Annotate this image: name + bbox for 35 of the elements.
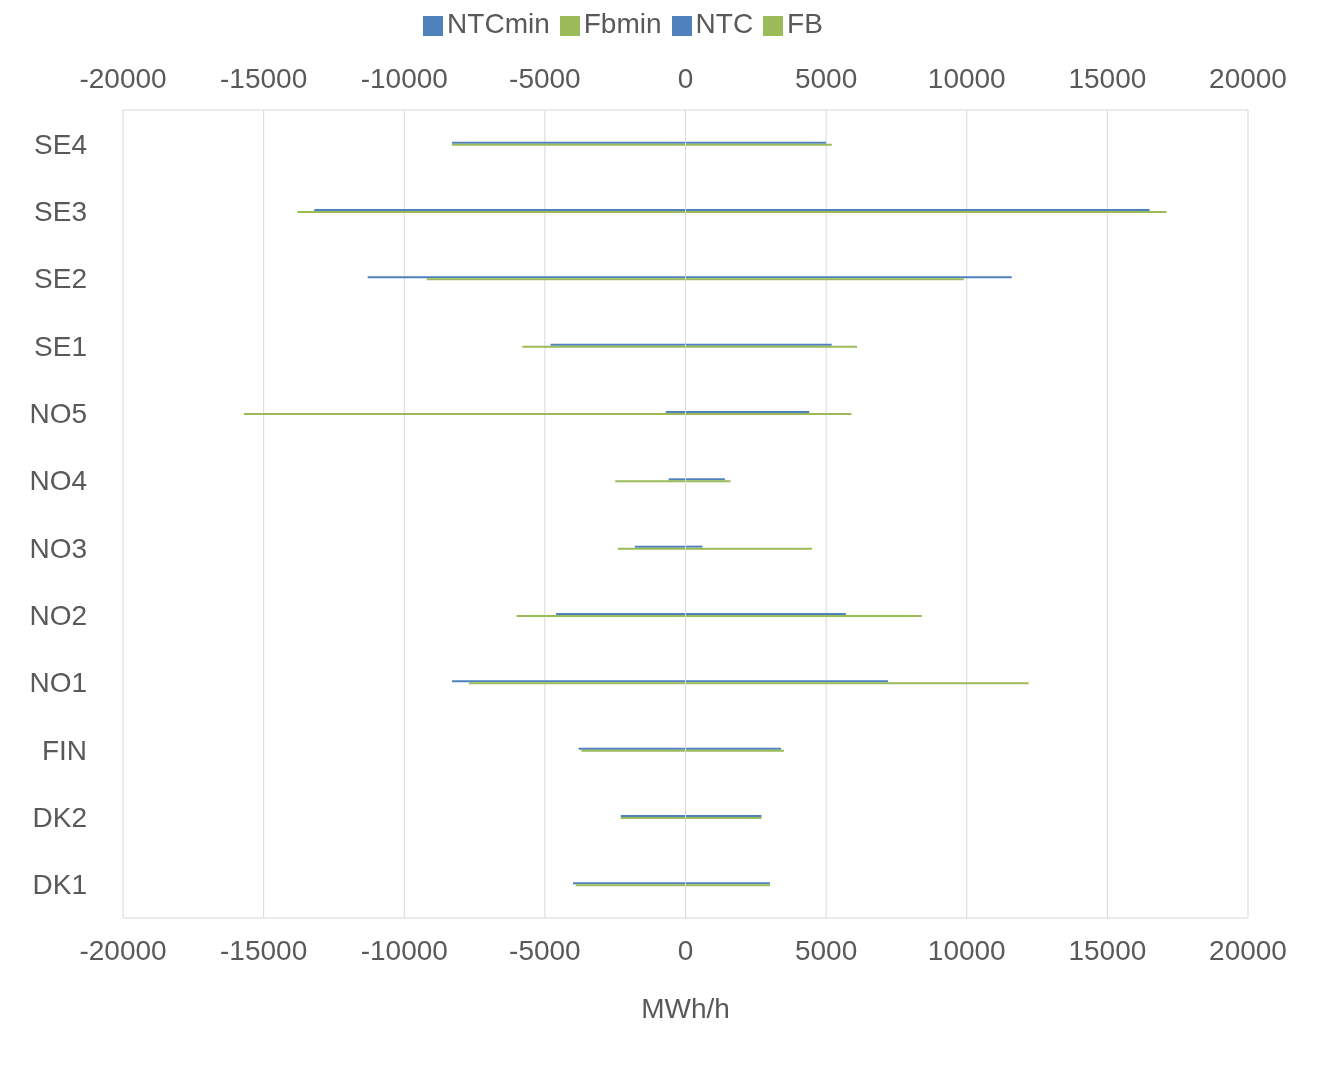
- y-tick-label: NO4: [29, 465, 87, 497]
- y-tick-label: NO5: [29, 397, 87, 429]
- x-tick-label: -10000: [360, 934, 448, 966]
- y-tick-label: DK2: [32, 801, 87, 833]
- y-tick-label: SE1: [34, 330, 87, 362]
- y-tick-label: NO3: [29, 532, 87, 564]
- x2-tick-label: -10000: [360, 63, 448, 94]
- x2-tick-label: -5000: [509, 63, 581, 94]
- x2-tick-label: 15000: [1068, 63, 1147, 94]
- legend-label: Fbmin: [583, 8, 662, 39]
- x-tick-label: -15000: [220, 934, 308, 966]
- x2-tick-label: 5000: [794, 63, 858, 94]
- y-tick-label: SE3: [34, 195, 87, 227]
- legend-label: FB: [787, 8, 823, 39]
- x-tick-label: 5000: [794, 934, 858, 966]
- legend-label: NTCmin: [447, 8, 550, 39]
- x-tick-label: -5000: [509, 934, 581, 966]
- x2-tick-label: 20000: [1209, 63, 1287, 94]
- y-tick-label: SE2: [34, 263, 87, 295]
- x2-tick-label: 0: [677, 63, 694, 94]
- x-tick-label: 20000: [1209, 934, 1287, 966]
- y-tick-label: FIN: [41, 734, 87, 766]
- y-tick-label: NO2: [29, 599, 87, 631]
- x-tick-label: 10000: [927, 934, 1006, 966]
- y-tick-label: SE4: [34, 128, 87, 160]
- x2-tick-label: -20000: [79, 63, 167, 94]
- x-tick-label: 15000: [1068, 934, 1147, 966]
- y-tick-label: NO1: [29, 667, 87, 699]
- x-tick-label: 0: [677, 934, 694, 966]
- x-axis-title: MWh/h: [641, 993, 730, 1024]
- x2-tick-label: 10000: [927, 63, 1006, 94]
- legend-label: NTC: [695, 8, 754, 39]
- x2-tick-label: -15000: [220, 63, 308, 94]
- y-tick-label: DK1: [32, 869, 87, 901]
- x-tick-label: -20000: [79, 934, 167, 966]
